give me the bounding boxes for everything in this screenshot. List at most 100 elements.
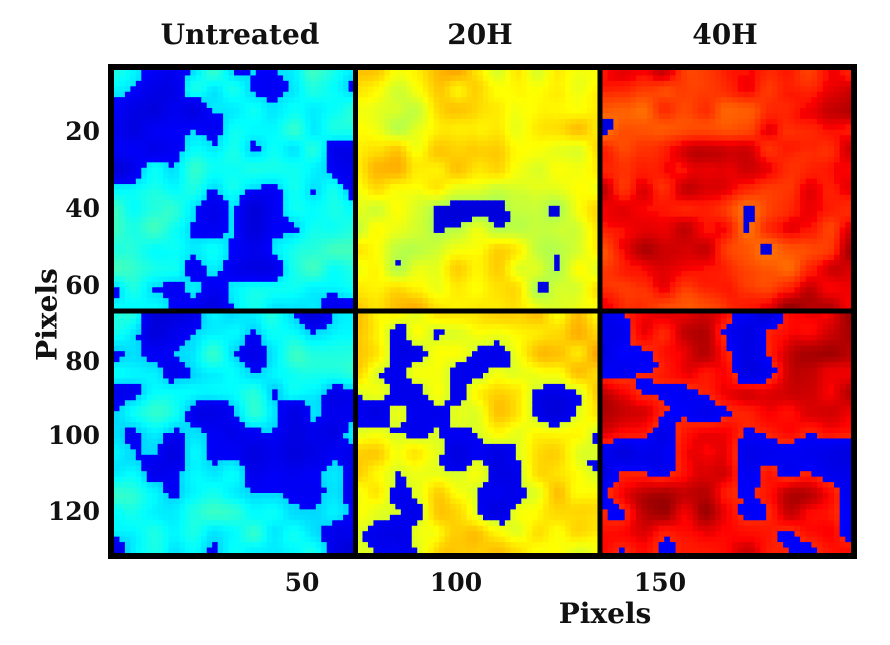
heatmap-cell (357, 227, 364, 234)
heatmap-cell (817, 124, 824, 131)
heatmap-cell (367, 156, 375, 163)
heatmap-cell (378, 194, 385, 201)
heatmap-cell (630, 80, 637, 87)
heatmap-cell (114, 194, 121, 201)
heatmap-cell (760, 156, 767, 163)
heatmap-cell (348, 298, 355, 305)
heatmap-cell (373, 167, 380, 174)
heatmap-cell (477, 200, 484, 207)
heatmap-cell (641, 70, 648, 77)
heatmap-cell (592, 189, 599, 196)
heatmap-cell (201, 156, 208, 163)
heatmap-cell (635, 108, 643, 115)
heatmap-cell (715, 194, 722, 201)
heatmap-cell (466, 232, 473, 239)
heatmap-cell (212, 298, 219, 305)
heatmap-cell (326, 86, 333, 93)
heatmap-cell (675, 194, 682, 201)
heatmap-cell (119, 205, 126, 212)
heatmap-cell (669, 151, 677, 158)
heatmap-cell (715, 135, 722, 142)
heatmap-cell (234, 292, 241, 299)
heatmap-cell (477, 303, 484, 310)
heatmap-cell (422, 243, 429, 250)
heatmap-cell (119, 287, 126, 294)
heatmap-cell (343, 211, 350, 218)
heatmap-cell (602, 189, 609, 196)
heatmap-cell (310, 91, 317, 98)
heatmap-cell (283, 205, 290, 212)
heatmap-cell (559, 292, 566, 299)
heatmap-cell (455, 173, 462, 180)
heatmap-cell (400, 249, 407, 256)
heatmap-cell (641, 75, 648, 82)
heatmap-cell (439, 162, 446, 169)
heatmap-cell (288, 205, 295, 212)
heatmap-cell (624, 80, 631, 87)
heatmap-cell (472, 200, 479, 207)
heatmap-cell (624, 135, 631, 142)
heatmap-cell (771, 184, 779, 191)
heatmap-cell (244, 146, 251, 153)
heatmap-cell (261, 200, 268, 207)
heatmap-cell (658, 80, 665, 87)
heatmap-cell (737, 189, 745, 196)
heatmap-cell (119, 184, 126, 191)
heatmap-cell (195, 178, 202, 185)
heatmap-cell (378, 200, 385, 207)
heatmap-cell (548, 281, 555, 288)
heatmap-cell (664, 156, 671, 163)
heatmap-cell (510, 97, 517, 104)
heatmap-cell (461, 140, 468, 147)
heatmap-cell (272, 70, 279, 77)
heatmap-cell (669, 80, 677, 87)
heatmap-cell (472, 162, 479, 169)
heatmap-cell (304, 86, 311, 93)
heatmap-cell (548, 140, 555, 147)
heatmap-cell (384, 124, 391, 131)
heatmap-cell (559, 178, 566, 185)
heatmap-cell (294, 113, 301, 120)
heatmap-cell (362, 205, 369, 212)
heatmap-cell (472, 232, 479, 239)
heatmap-cell (554, 292, 561, 299)
heatmap-cell (299, 118, 306, 125)
heatmap-cell (788, 124, 796, 131)
heatmap-cell (124, 91, 131, 98)
heatmap-cell (570, 281, 577, 288)
heatmap-cell (834, 173, 841, 180)
heatmap-cell (190, 146, 197, 153)
heatmap-cell (834, 91, 841, 98)
heatmap-cell (439, 281, 446, 288)
heatmap-cell (190, 200, 197, 207)
heatmap-cell (304, 184, 311, 191)
heatmap-cell (367, 129, 375, 136)
heatmap-cell (422, 162, 429, 169)
heatmap-cell (828, 178, 835, 185)
heatmap-cell (845, 178, 852, 185)
heatmap-cell (444, 70, 451, 77)
heatmap-cell (559, 249, 566, 256)
heatmap-cell (179, 227, 186, 234)
heatmap-cell (362, 124, 369, 131)
heatmap-cell (845, 194, 852, 201)
heatmap-cell (543, 243, 550, 250)
heatmap-cell (635, 102, 643, 109)
heatmap-cell (234, 200, 241, 207)
heatmap-cell (749, 167, 756, 174)
heatmap-cell (294, 173, 301, 180)
heatmap-cell (406, 232, 413, 239)
heatmap-cell (157, 238, 164, 245)
heatmap-cell (455, 151, 462, 158)
heatmap-cell (157, 113, 164, 120)
heatmap-cell (433, 118, 440, 125)
heatmap-cell (587, 200, 594, 207)
heatmap-cell (288, 194, 295, 201)
heatmap-cell (119, 281, 126, 288)
heatmap-cell (114, 91, 121, 98)
heatmap-cell (698, 113, 705, 120)
heatmap-cell (378, 303, 385, 310)
heatmap-cell (576, 135, 583, 142)
heatmap-cell (692, 70, 699, 77)
heatmap-cell (367, 178, 375, 185)
